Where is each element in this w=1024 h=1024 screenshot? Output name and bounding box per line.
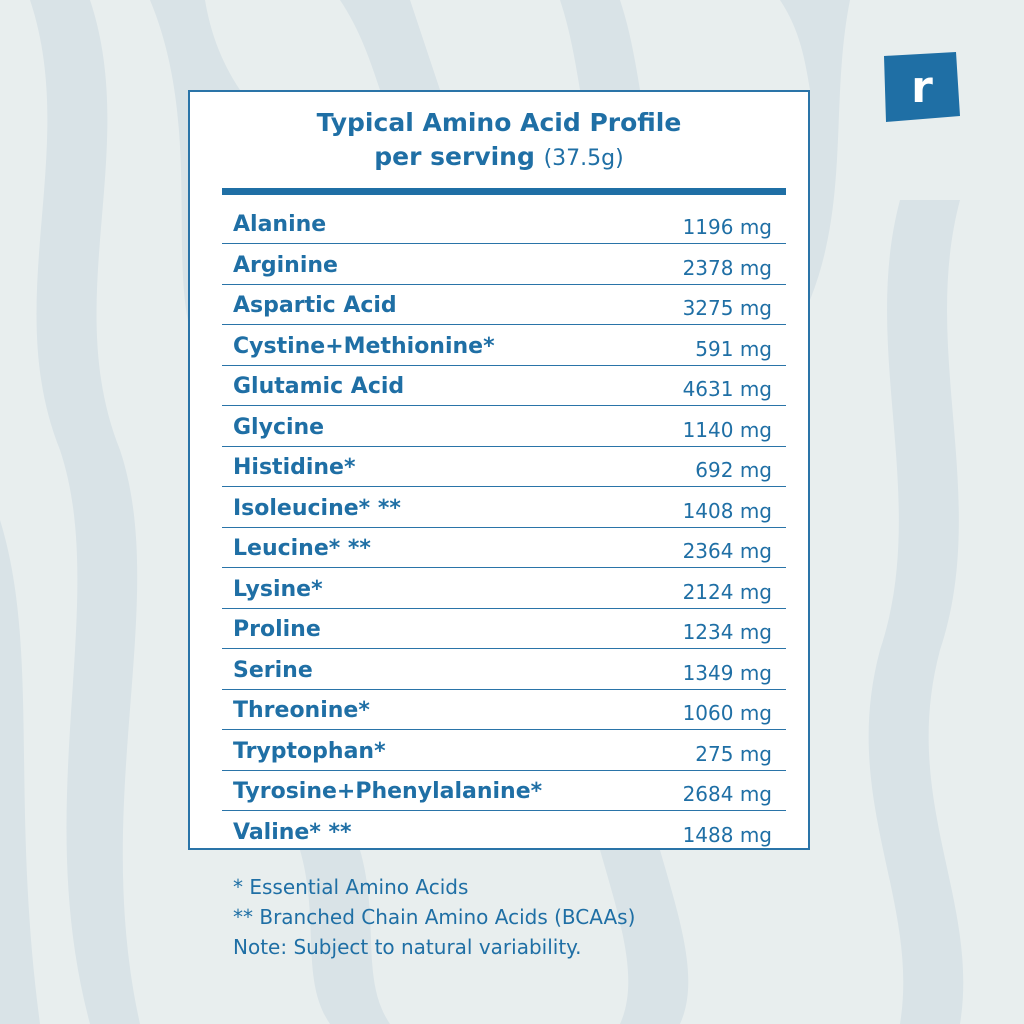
amino-acid-amount: 1408 mg — [682, 498, 772, 523]
table-row: Aspartic Acid 3275 mg — [222, 286, 786, 325]
footnote-line: Note: Subject to natural variability. — [233, 935, 582, 959]
amino-acid-name: Cystine+Methionine* — [233, 333, 495, 359]
title-line-1: Typical Amino Acid Profile — [316, 108, 682, 137]
table-row: Tryptophan* 275 mg — [222, 732, 786, 771]
amino-acid-name: Arginine — [233, 252, 338, 278]
amino-acid-amount: 1060 mg — [682, 701, 772, 725]
amino-acid-amount: 2124 mg — [682, 579, 772, 604]
amino-acid-name: Histidine* — [233, 455, 356, 480]
amino-acid-amount: 591 mg — [695, 336, 772, 361]
title-line-2: per serving (37.5g) — [190, 140, 808, 176]
amino-acid-name: Glutamic Acid — [233, 374, 405, 399]
title-serving-size: (37.5g) — [543, 146, 624, 171]
table-row: Glycine 1140 mg — [222, 408, 786, 447]
table-row: Arginine 2378 mg — [222, 246, 786, 285]
brand-logo: r — [882, 50, 962, 124]
amino-acid-name: Tryptophan* — [233, 738, 386, 764]
amino-acid-amount: 1488 mg — [682, 822, 772, 847]
amino-acid-amount: 2364 mg — [682, 539, 772, 563]
table-row: Cystine+Methionine* 591 mg — [222, 327, 786, 366]
amino-acid-name: Alanine — [233, 212, 327, 237]
table-row: Lysine* 2124 mg — [222, 570, 786, 609]
amino-acid-name: Leucine* ** — [233, 536, 371, 561]
amino-acid-name: Glycine — [233, 414, 325, 440]
amino-acid-amount: 1196 mg — [682, 215, 772, 239]
table-row: Serine 1349 mg — [222, 651, 786, 690]
amino-acid-amount: 275 mg — [695, 741, 772, 766]
amino-acid-amount: 2684 mg — [682, 782, 772, 806]
title-serving: per serving — [374, 142, 535, 171]
table-row: Histidine* 692 mg — [222, 448, 786, 487]
header-divider — [222, 188, 786, 195]
table-row: Glutamic Acid 4631 mg — [222, 367, 786, 406]
amino-acid-name: Tyrosine+Phenylalanine* — [233, 779, 543, 804]
amino-acid-amount: 4631 mg — [682, 377, 772, 401]
amino-acid-name: Aspartic Acid — [233, 293, 397, 318]
logo-letter: r — [911, 62, 933, 113]
amino-acid-name: Serine — [233, 657, 313, 683]
amino-acid-name: Proline — [233, 617, 321, 642]
amino-acid-amount: 3275 mg — [682, 296, 772, 320]
table-row: Threonine* 1060 mg — [222, 691, 786, 730]
table-row: Proline 1234 mg — [222, 610, 786, 649]
amino-acid-table: Alanine 1196 mg Arginine 2378 mg Aspartic Ac… — [222, 205, 786, 852]
card-title: Typical Amino Acid Profile per serving (… — [190, 106, 808, 176]
amino-acid-name: Isoleucine* ** — [233, 495, 401, 521]
table-row: Valine* ** 1488 mg — [222, 813, 786, 851]
footnote-line: * Essential Amino Acids — [233, 875, 469, 899]
amino-acid-name: Threonine* — [233, 698, 370, 723]
amino-acid-amount: 692 mg — [695, 458, 772, 482]
footnote-line: ** Branched Chain Amino Acids (BCAAs) — [233, 905, 636, 929]
table-row: Tyrosine+Phenylalanine* 2684 mg — [222, 772, 786, 811]
footnotes: * Essential Amino Acids ** Branched Chain… — [233, 872, 635, 962]
amino-acid-amount: 1349 mg — [682, 660, 772, 685]
table-row: Leucine* ** 2364 mg — [222, 529, 786, 568]
amino-acid-amount: 1140 mg — [682, 417, 772, 442]
amino-acid-card: Typical Amino Acid Profile per serving (… — [188, 90, 810, 850]
amino-acid-name: Lysine* — [233, 576, 323, 602]
table-row: Alanine 1196 mg — [222, 205, 786, 244]
amino-acid-amount: 1234 mg — [682, 620, 772, 644]
amino-acid-amount: 2378 mg — [682, 255, 772, 280]
table-row: Isoleucine* ** 1408 mg — [222, 489, 786, 528]
amino-acid-name: Valine* ** — [233, 819, 352, 845]
